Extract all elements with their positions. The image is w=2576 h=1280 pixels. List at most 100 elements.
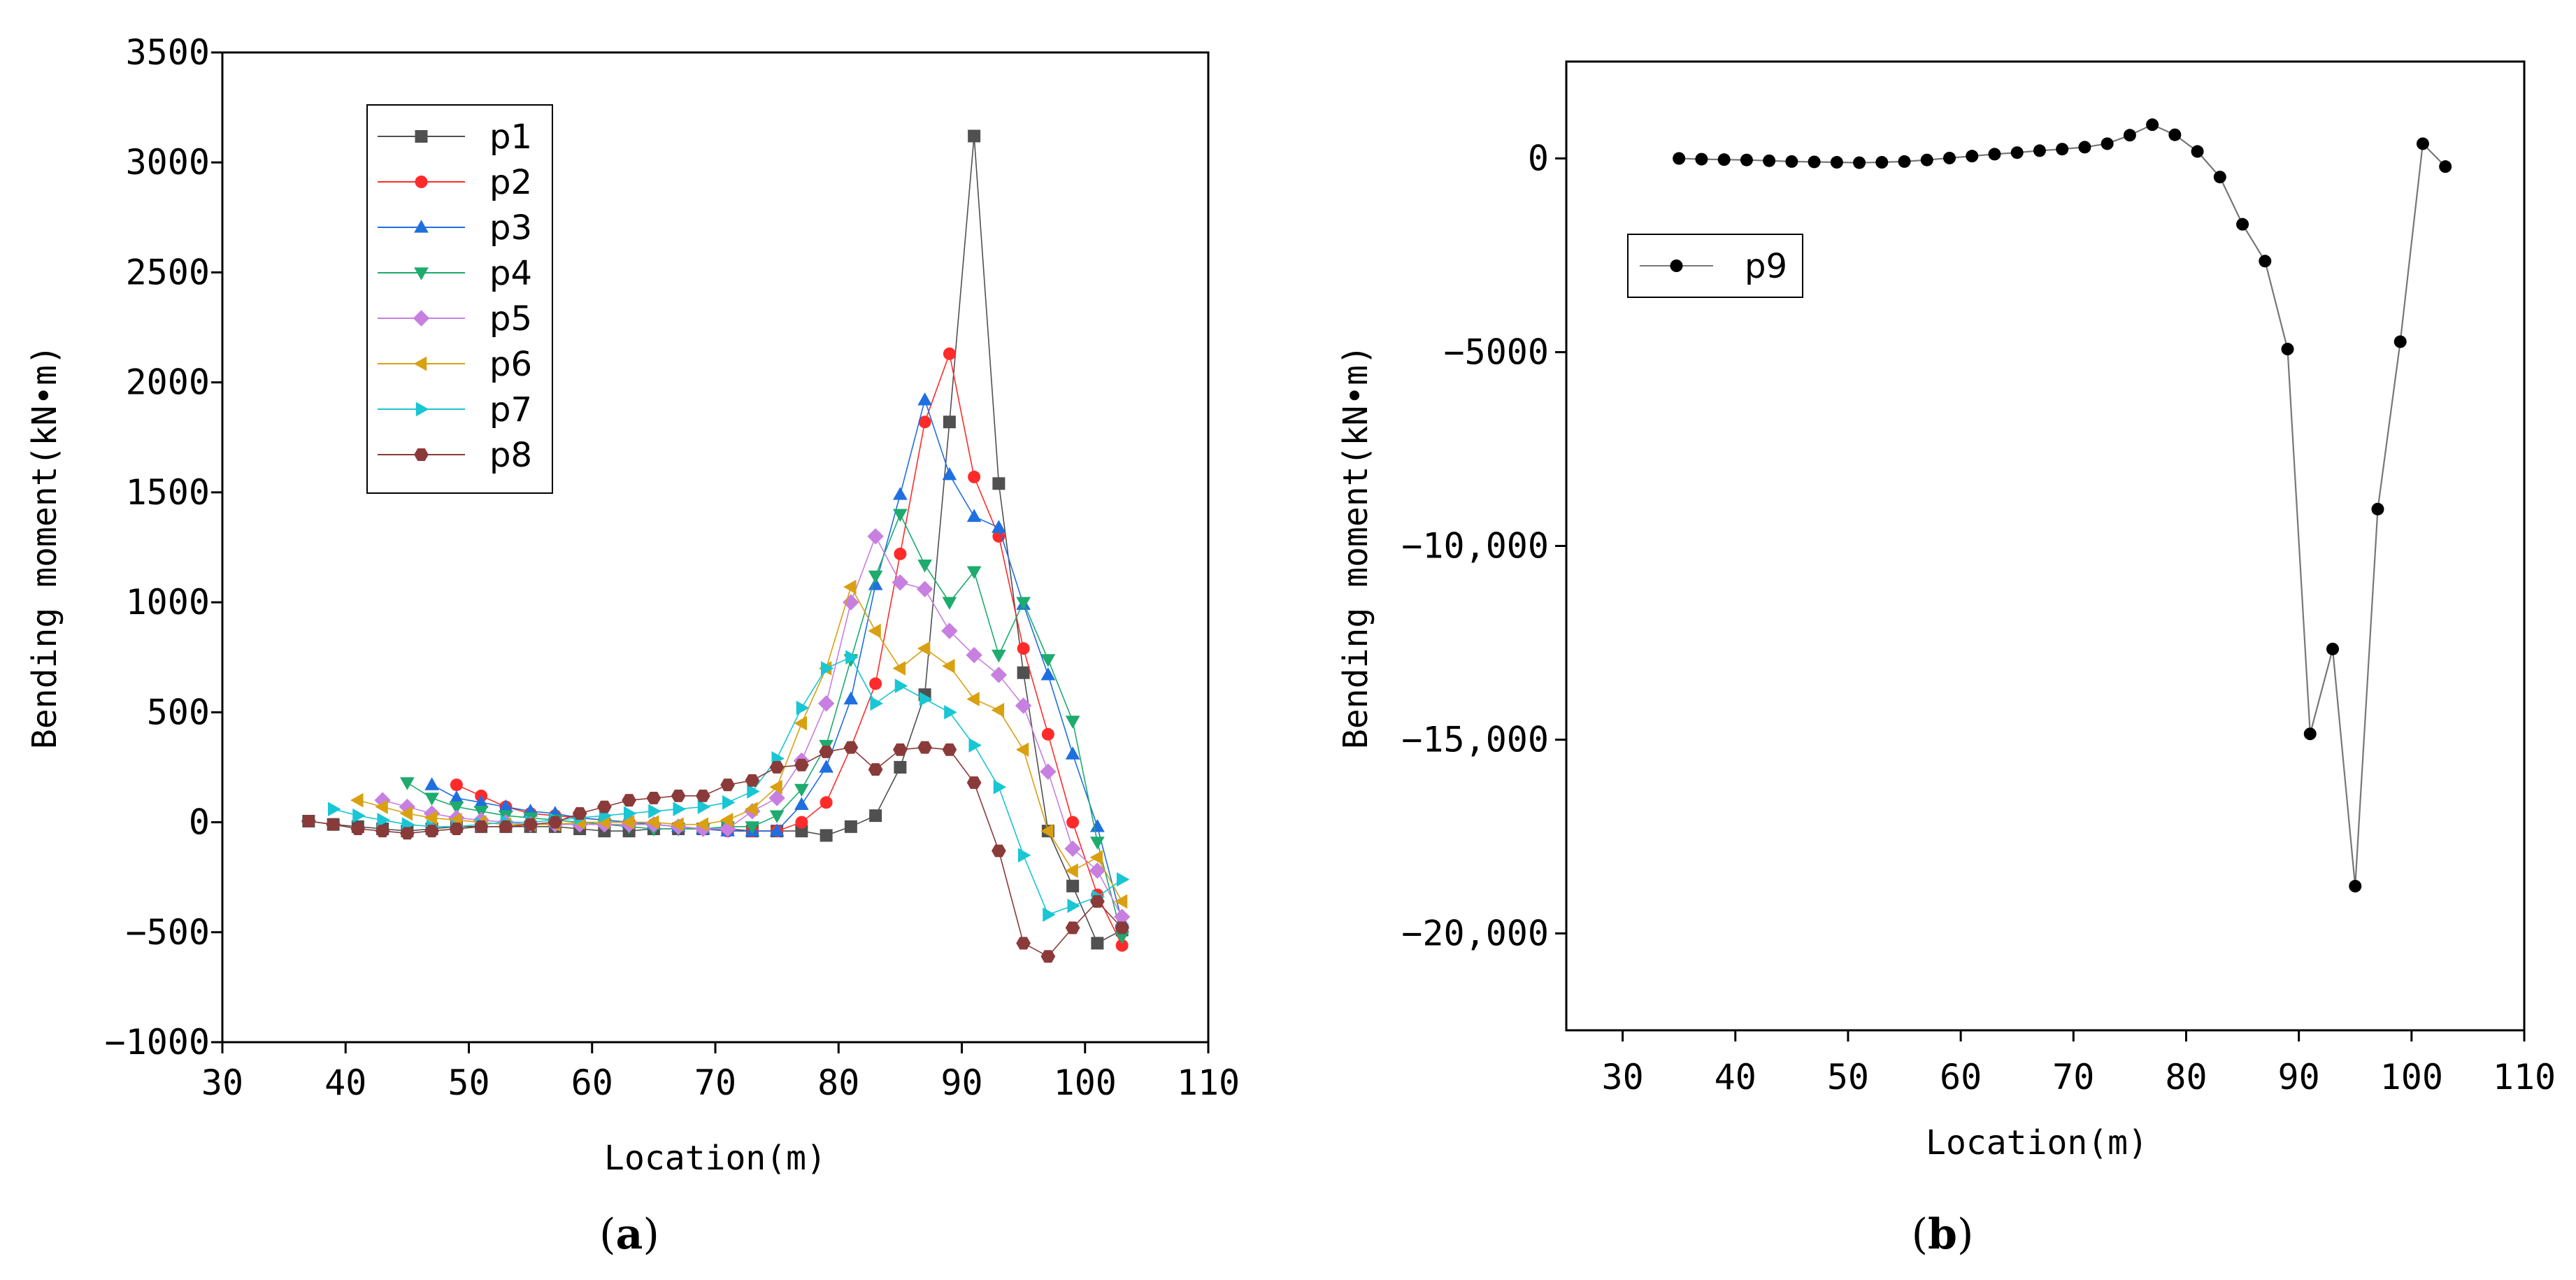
- y-tick-label: −20,000: [1401, 913, 1549, 954]
- data-point-p7: [919, 692, 933, 706]
- data-point-p9: [2303, 727, 2317, 741]
- data-point-p2: [992, 529, 1006, 543]
- legend-label-p4: p4: [489, 254, 532, 293]
- data-point-p2: [1115, 939, 1129, 952]
- legend-marker-p6: [413, 356, 427, 371]
- data-point-p8: [1016, 937, 1031, 950]
- legend-entry-p8: p8: [378, 436, 532, 475]
- x-tick-label: 50: [448, 1062, 489, 1103]
- x-tick-label: 60: [1940, 1057, 1982, 1097]
- y-axis-label-a: Bending moment(kN•m): [25, 345, 64, 749]
- data-point-p6: [350, 792, 364, 808]
- data-point-p6: [1040, 823, 1054, 839]
- data-point-p6: [942, 658, 955, 674]
- data-point-p3: [942, 467, 957, 481]
- data-point-p9: [2416, 137, 2429, 150]
- y-tick-label: 0: [189, 802, 210, 843]
- legend-marker-p2: [415, 176, 428, 188]
- data-point-p9: [1875, 156, 1889, 169]
- data-point-p1: [894, 760, 907, 774]
- data-point-p8: [572, 807, 587, 820]
- data-point-p3: [499, 799, 513, 813]
- legend-entry-p3: p3: [378, 208, 532, 248]
- panel-label-a-open: (: [599, 1210, 615, 1259]
- data-point-p9: [1695, 152, 1708, 166]
- data-point-p3: [424, 777, 439, 790]
- series-line-p6: [357, 585, 1123, 902]
- series-p4: [400, 509, 1129, 944]
- data-point-p8: [301, 815, 316, 827]
- x-tick-label: 70: [2052, 1057, 2094, 1097]
- data-point-p7: [352, 808, 366, 823]
- data-point-p9: [2259, 255, 2272, 268]
- data-point-p7: [1017, 848, 1031, 863]
- data-point-p1: [820, 829, 833, 842]
- data-point-p9: [1966, 150, 1979, 163]
- data-point-p7: [944, 704, 957, 720]
- data-point-p3: [843, 691, 859, 705]
- data-point-p7: [1116, 872, 1130, 887]
- data-point-p7: [648, 804, 661, 819]
- data-point-p8: [326, 818, 341, 831]
- data-point-p4: [1040, 654, 1056, 667]
- data-point-p7: [747, 784, 760, 799]
- data-point-p8: [473, 820, 489, 833]
- legend-label-p3: p3: [489, 208, 532, 248]
- panel-label-a: (a): [599, 1210, 659, 1259]
- data-point-p6: [695, 817, 709, 832]
- data-point-p7: [870, 696, 883, 711]
- data-point-p9: [2146, 118, 2159, 131]
- data-point-p6: [1114, 894, 1128, 909]
- data-point-p6: [671, 817, 684, 832]
- data-point-p1: [943, 415, 956, 429]
- legend-label-p2: p2: [489, 163, 532, 202]
- data-point-p6: [1065, 863, 1078, 879]
- legend-marker-p8: [414, 448, 429, 461]
- y-axis-label-b: Bending moment(kN•m): [1336, 345, 1375, 749]
- data-point-p8: [350, 823, 366, 835]
- data-point-p4: [1090, 837, 1105, 850]
- series-p9: [1673, 118, 2452, 893]
- panel-label-a-letter: a: [616, 1210, 643, 1259]
- data-point-p9: [1740, 153, 1753, 166]
- legend-entry-p2: p2: [378, 163, 532, 202]
- data-point-p1: [795, 825, 808, 838]
- data-point-p4: [1016, 597, 1031, 610]
- data-point-p3: [992, 520, 1006, 533]
- data-point-p6: [375, 799, 388, 814]
- data-point-p9: [2010, 146, 2024, 159]
- data-point-p3: [1090, 819, 1105, 832]
- x-tick-label: 30: [201, 1062, 243, 1103]
- x-tick-label: 40: [1715, 1057, 1756, 1097]
- legend-marker-p1: [415, 130, 428, 143]
- data-point-p8: [548, 816, 563, 829]
- data-point-p8: [819, 745, 833, 758]
- data-point-p8: [696, 789, 710, 802]
- x-axis-label-b: Location(m): [1926, 1123, 2148, 1162]
- data-point-p5: [768, 790, 785, 806]
- chart-a: 30 40 50 60 70 80 90 100 110 −1000 −500 0 500 1000 15…: [25, 32, 1240, 1259]
- data-point-p6: [917, 641, 931, 656]
- legend-marker-p5: [413, 310, 430, 327]
- data-point-p3: [1065, 746, 1080, 760]
- data-point-p9: [2393, 335, 2407, 348]
- x-tick-label: 70: [694, 1062, 736, 1103]
- data-point-p7: [1067, 898, 1080, 913]
- data-point-p2: [1041, 727, 1054, 741]
- data-point-p7: [1043, 907, 1056, 922]
- data-point-p9: [1673, 152, 1686, 165]
- data-point-p4: [868, 570, 883, 584]
- x-tick-label: 80: [2165, 1057, 2207, 1097]
- data-point-p9: [1717, 153, 1731, 166]
- data-point-p8: [424, 825, 439, 838]
- legend-label-p8: p8: [489, 436, 532, 475]
- data-point-p9: [1898, 155, 1911, 168]
- legend-marker-p3: [414, 220, 429, 233]
- x-tick-label: 30: [1601, 1057, 1643, 1097]
- data-point-p9: [2168, 128, 2182, 141]
- data-point-p5: [1040, 763, 1057, 780]
- data-point-p3: [769, 823, 785, 837]
- data-point-p4: [449, 801, 464, 815]
- data-point-p4: [745, 821, 760, 834]
